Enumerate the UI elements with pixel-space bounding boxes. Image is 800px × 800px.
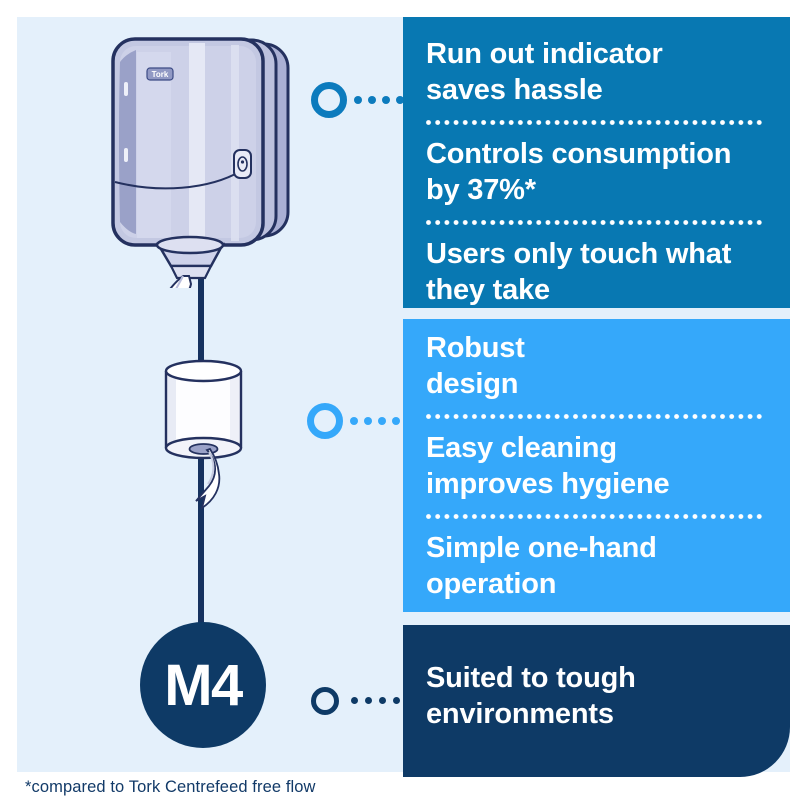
feature-item: Controls consumption by 37%*: [426, 138, 732, 206]
trail-dot: [351, 697, 358, 704]
feature-item: Easy cleaning improves hygiene: [426, 432, 670, 500]
trail-dot: [365, 697, 372, 704]
trail-dot: [378, 417, 386, 425]
svg-text:Tork: Tork: [152, 70, 169, 79]
footnote: *compared to Tork Centrefeed free flow: [25, 778, 316, 796]
ring-marker-icon: [311, 687, 339, 715]
trail-dot: [368, 96, 376, 104]
dotted-trail: [351, 697, 400, 704]
ring-marker-icon: [307, 403, 343, 439]
trail-dot: [396, 96, 404, 104]
trail-dot: [350, 417, 358, 425]
feature-item: Run out indicator saves hassle: [426, 38, 663, 106]
tork-logo: Tork: [146, 67, 174, 81]
feature-item: Robust design: [426, 332, 525, 400]
roll-illustration: [164, 359, 243, 510]
dotted-trail: [350, 417, 400, 425]
feature-item: Users only touch what they take: [426, 238, 732, 306]
trail-dot: [379, 697, 386, 704]
trail-dot: [364, 417, 372, 425]
trail-dot: [392, 417, 400, 425]
dotted-separator: [426, 414, 764, 419]
m4-badge: M4: [140, 622, 266, 748]
feature-item: Suited to tough environments: [426, 662, 636, 730]
ring-marker-icon: [311, 82, 347, 118]
feature-panel-design: Robust design Easy cleaning improves hyg…: [403, 319, 790, 612]
feature-item: Simple one-hand operation: [426, 532, 657, 600]
trail-dot: [354, 96, 362, 104]
dotted-separator: [426, 514, 764, 519]
lock-icon: [233, 149, 252, 179]
feature-panel-consumption: Run out indicator saves hassle Controls …: [403, 17, 790, 308]
dotted-separator: [426, 220, 764, 225]
dotted-trail: [354, 96, 404, 104]
trail-dot: [393, 697, 400, 704]
trail-dot: [382, 96, 390, 104]
feature-panel-environment: Suited to tough environments: [403, 625, 790, 777]
dotted-separator: [426, 120, 764, 125]
dispenser-illustration: Tork: [111, 37, 290, 288]
